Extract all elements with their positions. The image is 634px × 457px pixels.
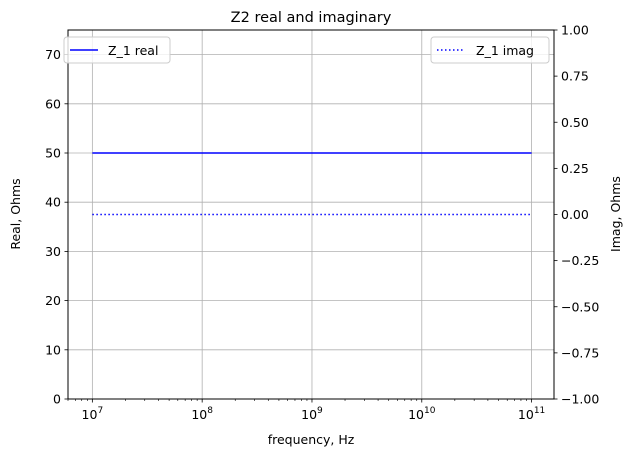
y-right-tick-label: 0.75 xyxy=(561,69,589,84)
y-left-tick-label: 60 xyxy=(45,96,61,111)
legend-left: Z_1 real xyxy=(63,36,171,64)
y-right-tick-label: −0.75 xyxy=(561,345,599,360)
y-right-tick-label: −0.50 xyxy=(561,299,599,314)
y-left-tick-label: 50 xyxy=(45,146,61,161)
y-right-tick-label: 1.00 xyxy=(561,23,589,38)
y-right-tick-label: 0.00 xyxy=(561,207,589,222)
legend-right-label: Z_1 imag xyxy=(476,43,534,58)
legend-left-label: Z_1 real xyxy=(108,43,158,58)
tick-marks xyxy=(64,29,558,403)
tick-labels: 107 108 109 1010 1011 0 10 20 30 40 50 60 70 −1.00 −0.… xyxy=(45,23,599,423)
x-tick-label: 1011 xyxy=(518,406,545,422)
y-right-tick-label: 0.50 xyxy=(561,115,589,130)
y-left-tick-label: 30 xyxy=(45,244,61,259)
x-tick-label: 109 xyxy=(301,406,323,422)
chart-title: Z2 real and imaginary xyxy=(231,10,392,26)
y-left-tick-label: 20 xyxy=(45,293,61,308)
legend-right-box xyxy=(430,36,550,64)
legend-right: Z_1 imag xyxy=(430,36,550,64)
y-left-tick-label: 70 xyxy=(45,47,61,62)
legend-left-box xyxy=(63,36,171,64)
series-layer xyxy=(92,152,532,216)
y-right-tick-label: −1.00 xyxy=(561,392,599,407)
y-axis-right-label: Imag, Ohms xyxy=(608,176,623,252)
y-axis-label: Real, Ohms xyxy=(8,178,23,249)
x-tick-label: 1010 xyxy=(408,406,436,422)
y-left-tick-label: 0 xyxy=(53,392,61,407)
y-left-tick-label: 10 xyxy=(45,342,61,357)
x-tick-label: 108 xyxy=(191,406,213,422)
y-left-tick-label: 40 xyxy=(45,195,61,210)
y-right-tick-label: −0.25 xyxy=(561,253,599,268)
x-axis-label: frequency, Hz xyxy=(268,432,355,447)
y-right-tick-label: 0.25 xyxy=(561,161,589,176)
x-tick-label: 107 xyxy=(82,406,104,422)
